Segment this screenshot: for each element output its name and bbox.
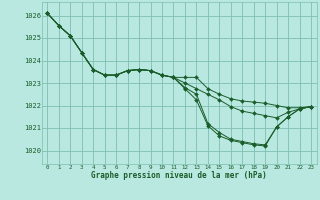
X-axis label: Graphe pression niveau de la mer (hPa): Graphe pression niveau de la mer (hPa) bbox=[91, 171, 267, 180]
